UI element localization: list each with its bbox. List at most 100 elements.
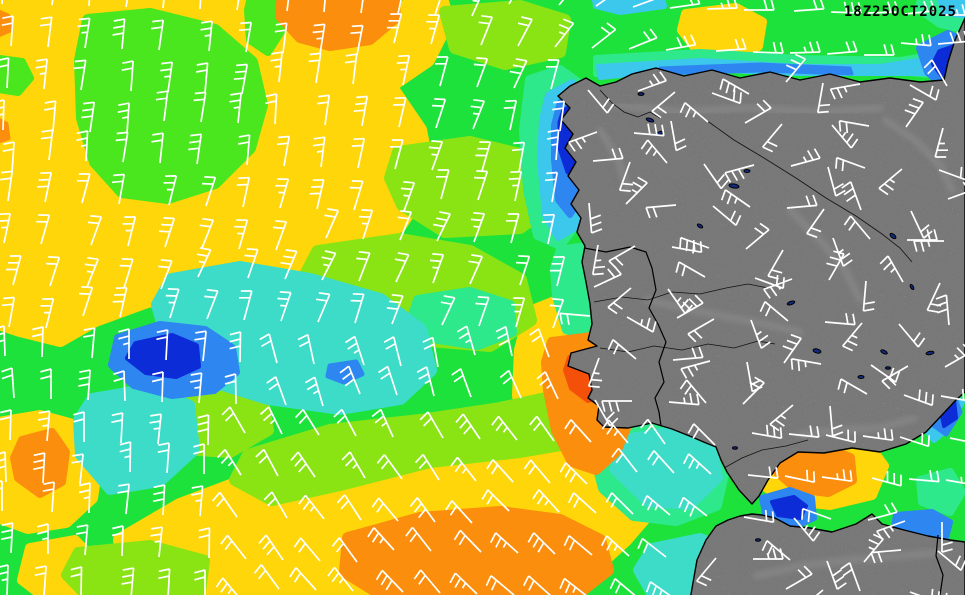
mountain-ridge (881, 116, 956, 194)
wind-barb (1, 15, 14, 47)
reservoir (885, 366, 891, 370)
river (599, 89, 661, 119)
wind-barb (499, 369, 522, 399)
wind-barb (216, 449, 242, 476)
wind-barb (112, 286, 128, 318)
wind-barb (81, 101, 96, 133)
wind-barb (0, 451, 7, 483)
wind-barb (826, 40, 858, 55)
wind-barb (470, 212, 486, 243)
wind-barb (270, 51, 283, 83)
wind-barb (909, 588, 940, 595)
wind-barb (359, 209, 374, 240)
wind-barb (234, 219, 249, 250)
wind-barb (118, 328, 130, 359)
wind-barb (162, 0, 165, 9)
wind-barb (937, 30, 965, 45)
wind-barb (258, 534, 284, 561)
wind-barb (416, 366, 435, 397)
wind-barb (591, 22, 617, 49)
wind-barb (907, 229, 938, 241)
river (723, 439, 809, 469)
wind-barb (111, 173, 126, 205)
wind-barb (506, 213, 520, 244)
wind-barb (468, 254, 483, 285)
wind-barb (253, 564, 280, 590)
wind-barb (429, 253, 445, 284)
wind-barb (696, 557, 717, 587)
wind-barb (83, 327, 96, 359)
wind-barb (605, 492, 634, 515)
wind-barb (117, 102, 130, 134)
wind-barb (117, 483, 130, 515)
wind-barb (944, 343, 965, 368)
wind-barb (564, 419, 592, 443)
sea-region-orange (339, 506, 614, 595)
wind-barb (327, 566, 354, 592)
wind-barb (667, 288, 693, 315)
wind-barb (238, 21, 253, 53)
wind-barb (641, 495, 671, 516)
wind-barb (77, 173, 91, 204)
wind-barb (390, 139, 404, 170)
wind-barb (546, 59, 560, 90)
wind-barb (163, 175, 178, 206)
wind-barb (899, 433, 930, 448)
wind-barb (495, 325, 513, 357)
wind-barb (71, 453, 84, 485)
wind-barb (640, 139, 668, 164)
wind-barb (436, 169, 450, 200)
wind-barb (761, 540, 791, 561)
wind-barb (527, 532, 556, 555)
sea-region-orange (10, 428, 70, 498)
wind-barb (371, 497, 399, 522)
wind-barb (317, 94, 331, 126)
wind-barb (831, 124, 859, 149)
wind-barb (193, 443, 205, 474)
wind-barb (6, 255, 22, 286)
wind-barb (626, 316, 657, 333)
wind-barb (842, 322, 863, 352)
wind-barb (419, 411, 444, 439)
wind-barb (197, 414, 210, 446)
wind-barb (350, 293, 365, 324)
wind-barb (706, 0, 738, 10)
wind-barb (744, 0, 775, 11)
wind-barb (486, 459, 514, 483)
wind-barb (665, 34, 697, 51)
wind-barb (112, 18, 126, 50)
wind-barb (276, 135, 291, 167)
wind-barb (324, 208, 339, 239)
river (593, 280, 785, 303)
wind-barb (942, 4, 965, 16)
wind-barb (224, 373, 237, 405)
wind-barb (559, 462, 588, 485)
wind-barb (908, 470, 940, 483)
wind-barb (790, 357, 822, 372)
wind-barb (601, 419, 629, 444)
wind-barb (559, 312, 591, 325)
relief-ridges (596, 101, 956, 580)
wind-barb (400, 181, 416, 212)
wind-barb (473, 57, 489, 88)
wind-barb (40, 129, 54, 161)
wind-barb (0, 170, 14, 202)
wind-barb (275, 178, 290, 209)
wind-barb (903, 389, 934, 407)
wind-barb (266, 376, 287, 406)
wind-barb (383, 336, 402, 367)
wind-barb (934, 127, 948, 158)
wind-barb (763, 278, 793, 299)
wind-barb (0, 212, 12, 244)
wind-barb (784, 469, 816, 484)
wind-barb (559, 577, 587, 595)
wind-barb (0, 522, 14, 554)
wind-barb (607, 339, 637, 360)
wind-barb (193, 91, 207, 123)
wind-barb (119, 258, 134, 289)
wind-barb (409, 497, 436, 523)
wind-barb (541, 213, 556, 245)
wind-barb (199, 217, 214, 249)
wind-barb (199, 0, 202, 10)
